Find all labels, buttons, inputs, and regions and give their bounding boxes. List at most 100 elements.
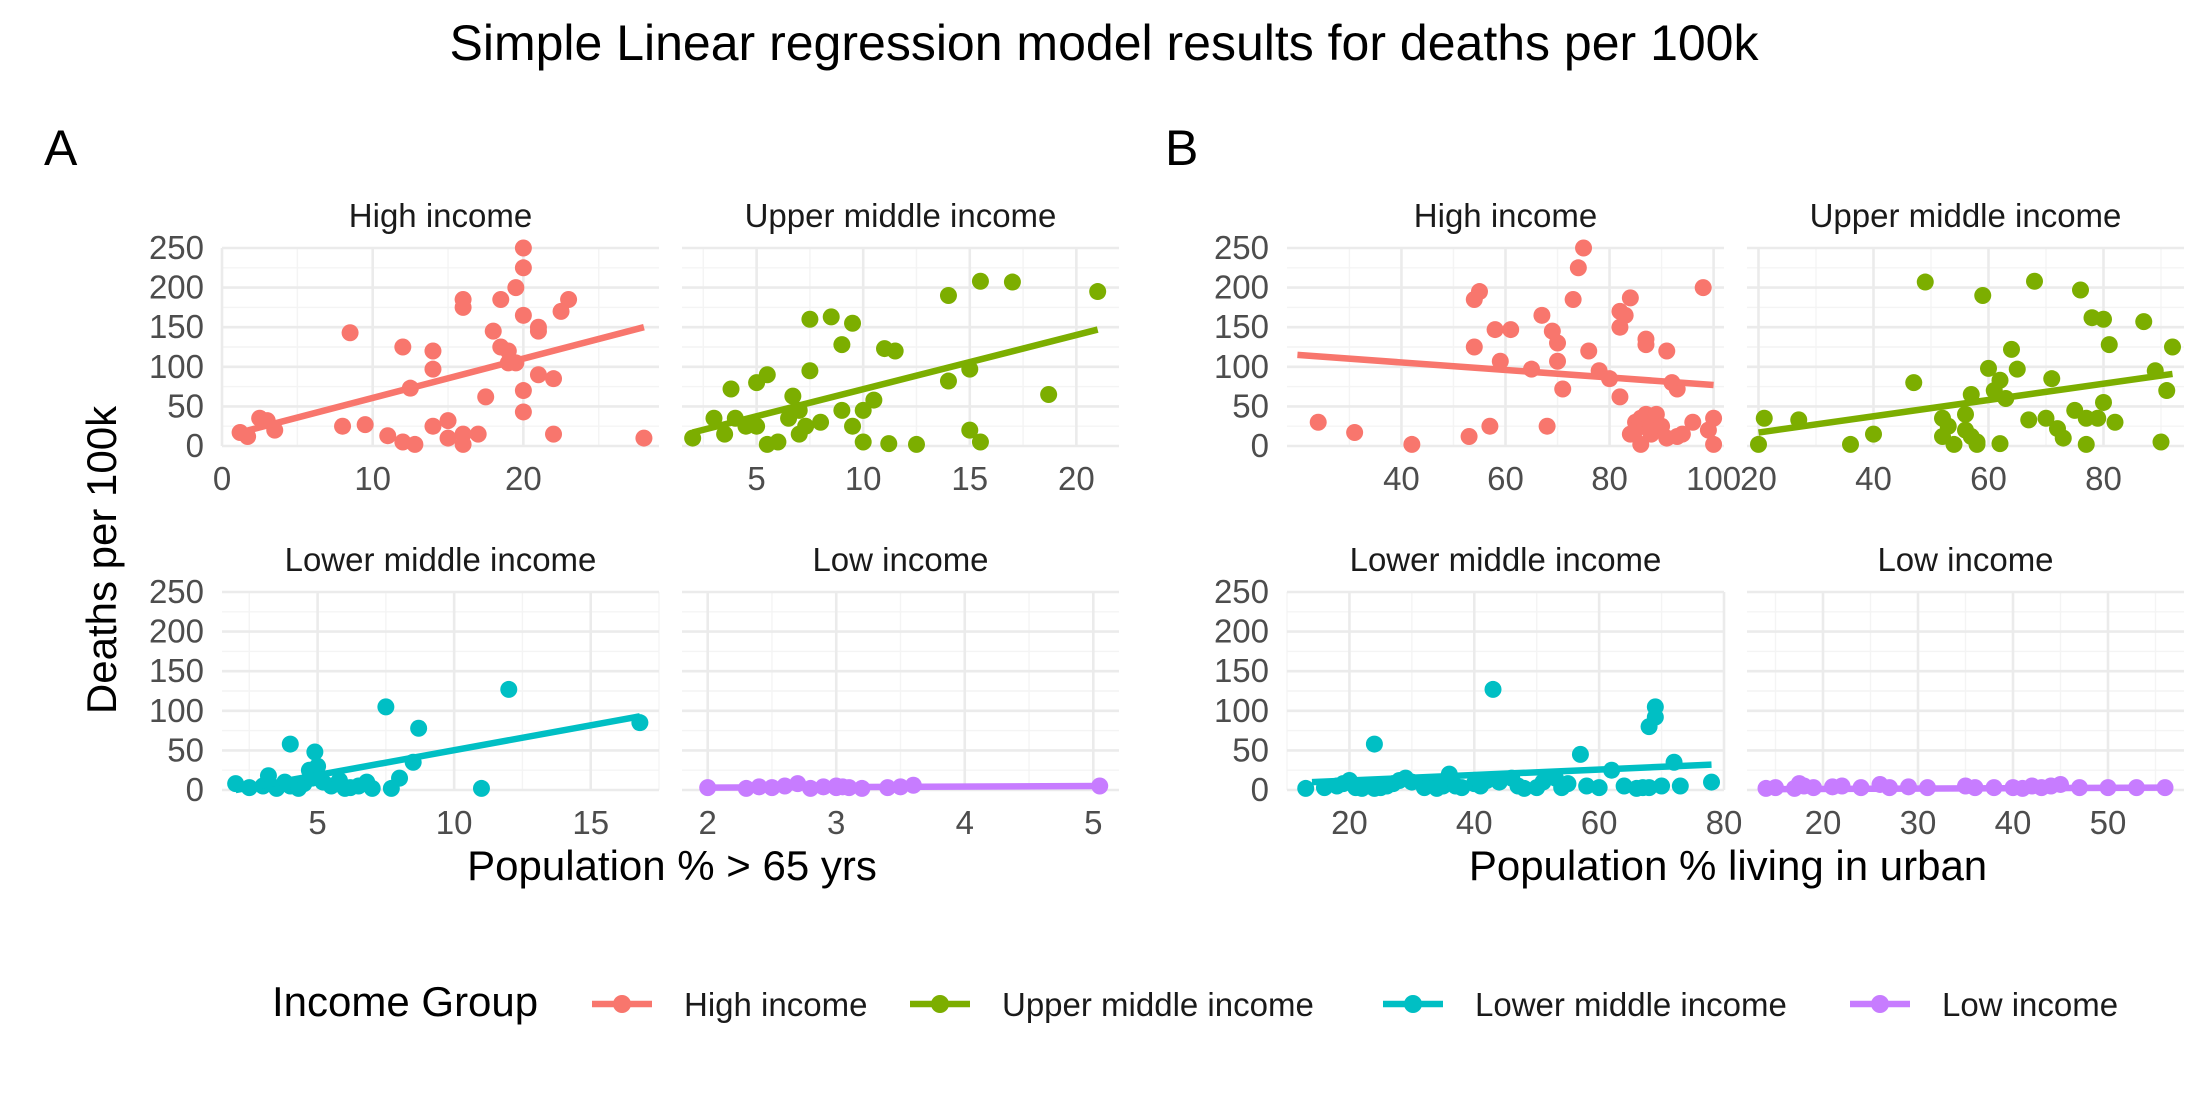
legend-label: Lower middle income xyxy=(1475,986,1787,1023)
y-tick-label: 50 xyxy=(167,731,204,768)
data-point xyxy=(406,435,424,453)
y-tick-label: 50 xyxy=(1232,731,1269,768)
regression-line xyxy=(236,324,645,437)
data-point xyxy=(439,412,457,430)
data-point xyxy=(1637,336,1655,354)
data-point xyxy=(341,324,359,342)
y-tick-label: 200 xyxy=(149,269,204,306)
data-point xyxy=(1003,273,1021,291)
regression-line xyxy=(1765,784,2166,793)
y-tick-label: 100 xyxy=(1214,348,1269,385)
data-point xyxy=(529,366,547,384)
data-point xyxy=(2095,310,2112,328)
data-point xyxy=(1502,321,1520,339)
data-point xyxy=(844,417,862,435)
data-point xyxy=(1980,359,1997,377)
data-point xyxy=(454,425,472,443)
regression-line xyxy=(691,326,1099,436)
x-tick-label: 5 xyxy=(747,460,765,497)
y-tick-label: 250 xyxy=(149,573,204,610)
x-tick-label: 60 xyxy=(1581,804,1618,841)
data-point xyxy=(886,342,904,360)
x-tick-label: 10 xyxy=(436,804,473,841)
x-tick-label: 100 xyxy=(1686,460,1741,497)
data-point xyxy=(2037,409,2055,427)
data-point xyxy=(854,401,872,419)
data-point xyxy=(2043,370,2061,388)
facet-b-upper-middle-income: Upper middle income 20 40 60 80 xyxy=(1740,197,2184,497)
x-tick-label: 4 xyxy=(956,804,974,841)
data-point xyxy=(529,318,547,336)
x-tick-label: 30 xyxy=(1900,804,1937,841)
data-point xyxy=(1578,777,1596,795)
y-tick-label: 50 xyxy=(167,387,204,424)
data-point xyxy=(514,403,532,421)
data-point xyxy=(484,322,502,340)
data-point xyxy=(356,416,374,434)
data-point xyxy=(1684,413,1702,431)
data-point xyxy=(1945,435,1963,453)
facet-a-low-income: Low income 2 3 4 5 xyxy=(682,541,1119,841)
data-point xyxy=(812,413,830,431)
data-point xyxy=(748,417,766,435)
data-point xyxy=(545,370,563,388)
data-point xyxy=(1571,745,1589,763)
facet-b-low-income: Low income 20 30 40 50 xyxy=(1747,541,2184,841)
data-point xyxy=(907,435,925,453)
data-point xyxy=(560,290,578,308)
chart-title: Simple Linear regression model results f… xyxy=(449,15,1759,71)
data-point xyxy=(500,680,518,698)
data-point xyxy=(514,259,532,277)
data-point xyxy=(1750,435,1767,453)
y-tick-label: 250 xyxy=(149,229,204,266)
data-point xyxy=(1658,342,1676,360)
data-point xyxy=(2054,429,2072,447)
y-tick-label: 100 xyxy=(149,692,204,729)
data-point xyxy=(1703,773,1721,791)
data-point xyxy=(2072,281,2089,299)
x-axis-title-b: Population % living in urban xyxy=(1469,842,1987,889)
legend-label: High income xyxy=(684,986,867,1023)
data-point xyxy=(2095,393,2112,411)
y-tick-label: 0 xyxy=(1251,427,1269,464)
y-tick-label: 250 xyxy=(1214,229,1269,266)
x-axis-title-a: Population % > 65 yrs xyxy=(467,842,877,889)
y-axis-title: Deaths per 100k xyxy=(78,405,125,714)
data-point xyxy=(635,429,653,447)
y-tick-label: 150 xyxy=(1214,652,1269,689)
data-point xyxy=(854,433,872,451)
data-point xyxy=(1621,289,1639,307)
data-point xyxy=(454,290,472,308)
data-point xyxy=(939,372,957,390)
data-point xyxy=(1916,273,1934,291)
data-point xyxy=(1991,435,2009,453)
data-point xyxy=(2135,313,2153,331)
data-point xyxy=(1309,413,1327,431)
y-tick-label: 150 xyxy=(149,652,204,689)
data-point xyxy=(1486,321,1504,339)
legend-item-high-income: High income xyxy=(592,986,867,1023)
data-point xyxy=(1865,425,1882,443)
data-point xyxy=(2077,435,2095,453)
data-point xyxy=(281,735,299,753)
y-tick-label: 50 xyxy=(1232,387,1269,424)
data-point xyxy=(394,338,412,356)
data-point xyxy=(1842,435,1859,453)
data-point xyxy=(424,417,442,435)
data-point xyxy=(1705,409,1723,427)
data-point xyxy=(1559,775,1577,793)
data-point xyxy=(1968,433,1986,451)
legend-title: Income Group xyxy=(272,978,538,1025)
data-point xyxy=(514,382,532,400)
data-point xyxy=(1538,417,1556,435)
y-tick-label: 200 xyxy=(1214,613,1269,650)
x-tick-label: 20 xyxy=(1740,460,1777,497)
data-point xyxy=(1465,338,1483,356)
data-point xyxy=(1974,287,1992,305)
data-point xyxy=(1616,306,1634,324)
data-point xyxy=(514,306,532,324)
data-point xyxy=(1640,779,1658,797)
data-point xyxy=(1346,424,1364,442)
